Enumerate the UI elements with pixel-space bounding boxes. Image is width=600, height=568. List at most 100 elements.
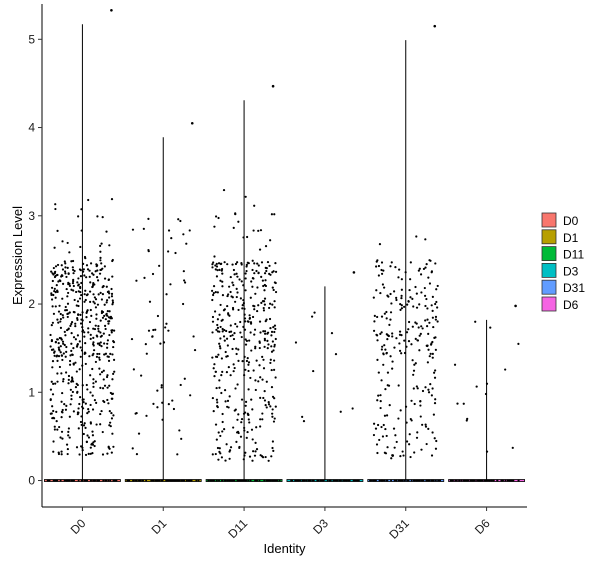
data-point <box>110 411 113 415</box>
data-point <box>411 359 414 362</box>
data-point <box>426 361 429 364</box>
data-point <box>180 437 183 440</box>
data-point <box>376 358 379 361</box>
data-point <box>167 250 170 253</box>
data-point <box>106 452 109 455</box>
data-point <box>93 444 96 448</box>
data-point <box>411 325 414 328</box>
data-point <box>78 340 81 343</box>
data-point <box>74 322 77 325</box>
data-point <box>375 333 378 336</box>
data-point <box>261 412 264 415</box>
data-point <box>160 386 163 389</box>
data-point <box>61 240 64 243</box>
data-point <box>263 330 267 333</box>
data-point <box>106 386 109 389</box>
data-point <box>76 318 79 321</box>
y-tick-label: 4 <box>28 121 35 135</box>
data-point <box>402 454 405 457</box>
data-point <box>434 447 438 450</box>
zero-point <box>175 479 178 482</box>
data-point <box>223 328 226 332</box>
zero-point <box>383 479 386 482</box>
data-point <box>248 421 251 424</box>
data-point <box>260 261 264 264</box>
data-point <box>67 374 71 378</box>
data-point <box>252 369 255 372</box>
data-point <box>159 342 162 345</box>
data-point <box>434 302 437 306</box>
data-point <box>96 215 99 218</box>
data-point <box>92 382 95 385</box>
data-point <box>386 384 389 387</box>
data-point <box>171 399 174 402</box>
data-point <box>98 356 101 359</box>
data-point <box>262 358 265 361</box>
data-point <box>83 255 87 259</box>
data-point <box>211 356 214 359</box>
data-point <box>106 339 109 342</box>
data-point <box>222 335 226 338</box>
data-point <box>408 443 411 446</box>
data-point <box>60 450 63 453</box>
violin-D31 <box>367 24 445 482</box>
data-point <box>214 291 217 294</box>
data-point <box>96 352 99 356</box>
data-point <box>57 321 60 324</box>
data-point <box>424 304 427 308</box>
zero-point <box>113 479 116 482</box>
data-point <box>179 219 182 223</box>
data-point <box>272 349 275 352</box>
data-point <box>238 278 241 281</box>
data-point <box>243 429 246 432</box>
data-point <box>227 312 230 315</box>
data-point <box>453 363 457 366</box>
data-point <box>375 260 378 263</box>
data-point <box>382 352 385 355</box>
data-point <box>66 328 69 332</box>
data-point <box>151 335 154 338</box>
data-point <box>67 272 70 275</box>
data-point <box>376 423 380 427</box>
zero-point <box>54 479 57 482</box>
data-point <box>92 293 95 296</box>
data-point <box>81 405 84 408</box>
data-point <box>96 335 99 338</box>
data-point <box>237 359 240 362</box>
data-point <box>88 290 92 293</box>
data-point <box>229 290 232 294</box>
data-point <box>59 436 62 439</box>
data-point <box>103 314 106 317</box>
data-point <box>351 407 354 410</box>
data-point <box>221 430 224 433</box>
data-point <box>257 264 260 267</box>
data-point <box>55 420 58 423</box>
data-point <box>65 287 68 291</box>
data-point <box>79 355 82 358</box>
data-point <box>270 350 274 353</box>
x-tick-label: D11 <box>225 516 250 541</box>
zero-point <box>399 479 402 482</box>
data-point <box>254 345 257 348</box>
data-point <box>94 360 98 364</box>
data-point <box>384 388 387 391</box>
data-point <box>152 402 155 405</box>
zero-point <box>177 479 180 482</box>
data-point <box>234 262 238 266</box>
data-point <box>398 333 402 336</box>
data-point <box>58 365 62 369</box>
data-point <box>101 293 105 296</box>
data-point <box>64 272 67 275</box>
data-point <box>65 404 68 407</box>
data-point <box>220 267 224 271</box>
data-point <box>112 340 115 343</box>
data-point <box>68 363 72 366</box>
data-point <box>87 436 91 439</box>
data-point <box>71 282 75 285</box>
data-point <box>431 387 434 390</box>
data-point <box>273 417 276 420</box>
data-point <box>100 334 103 337</box>
data-point <box>260 275 263 278</box>
data-point <box>261 378 264 381</box>
data-point <box>93 399 96 402</box>
